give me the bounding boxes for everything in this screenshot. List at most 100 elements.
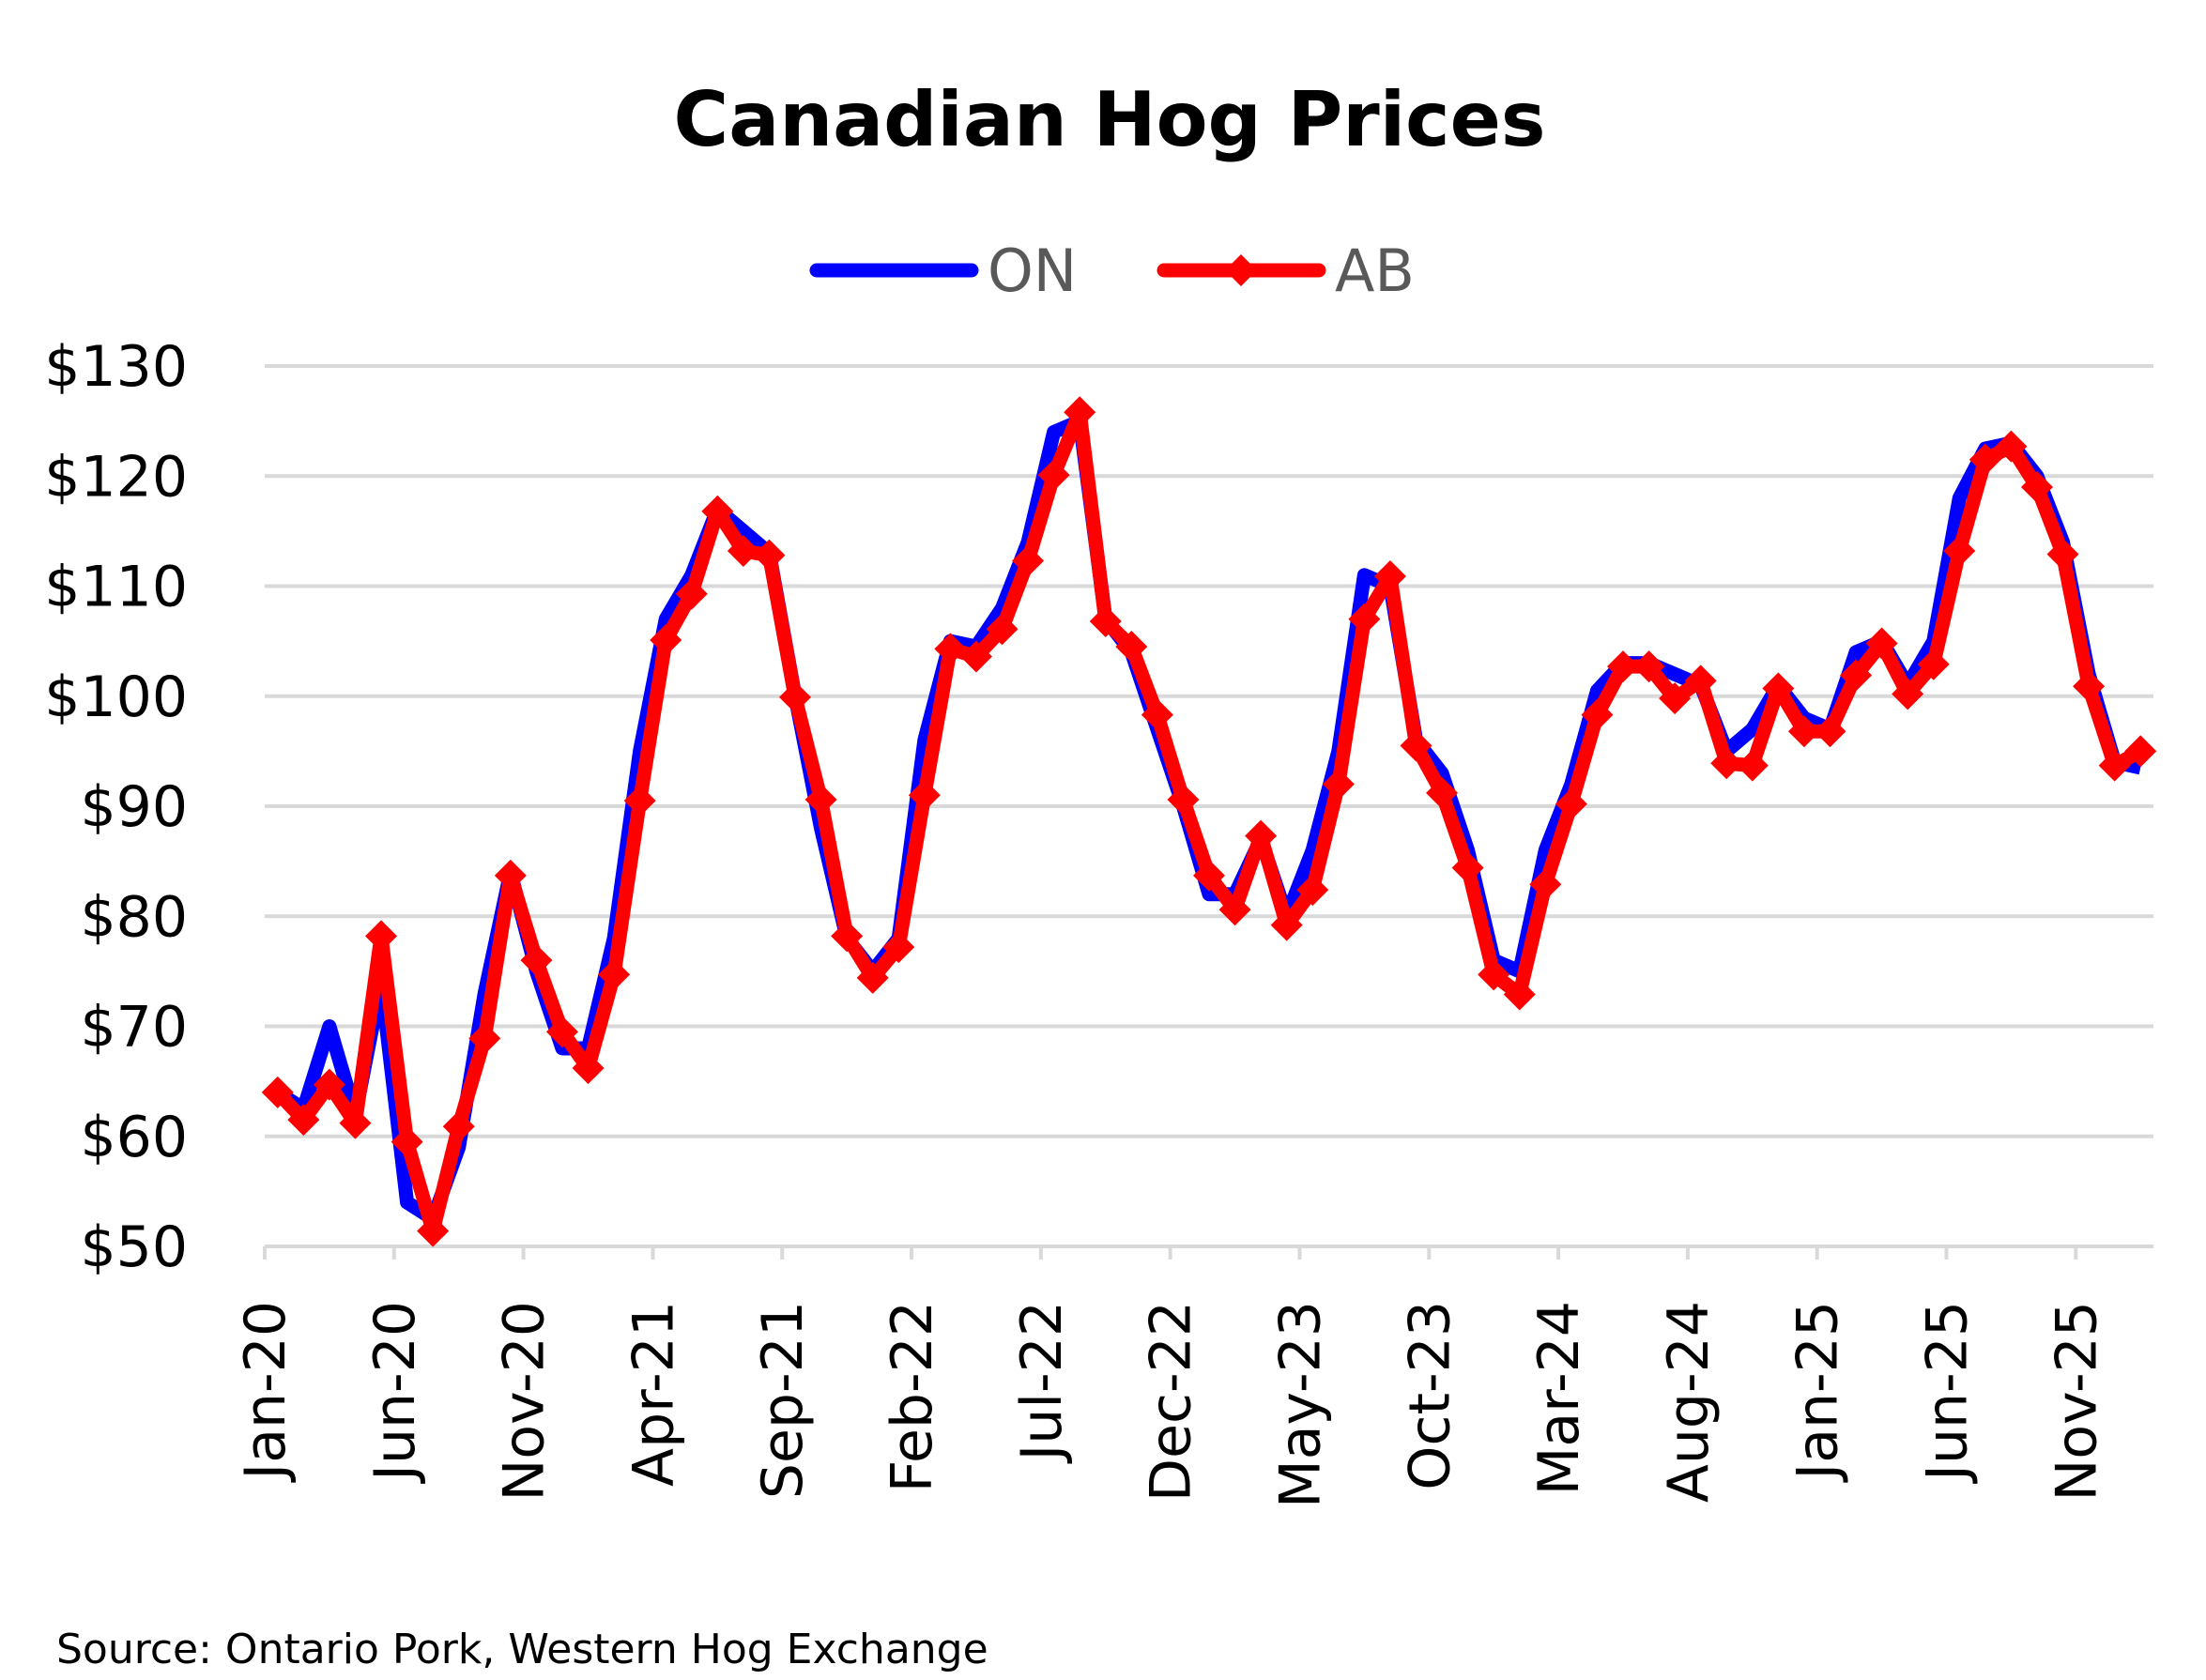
data-point-ab: [1632, 650, 1665, 683]
data-point-ab: [856, 961, 889, 994]
chart-title: Canadian Hog Prices: [674, 76, 1546, 163]
data-point-ab: [545, 1016, 578, 1048]
data-point-ab: [1373, 559, 1406, 592]
x-tick-label: Nov-20: [492, 1301, 558, 1502]
data-point-ab: [1581, 698, 1614, 731]
legend-marker-diamond: [1225, 254, 1257, 286]
data-point-ab: [908, 779, 941, 812]
data-point-ab: [442, 1110, 475, 1143]
data-point-ab: [365, 920, 398, 953]
y-tick-label: $120: [44, 444, 188, 510]
data-point-ab: [1478, 958, 1510, 991]
data-point-ab: [1400, 729, 1432, 762]
y-tick-label: $70: [80, 995, 188, 1061]
data-point-ab: [1503, 978, 1536, 1011]
y-axis: $50 $60 $70 $80 $90 $100 $110 $120 $130: [44, 334, 188, 1280]
data-point-ab: [1115, 630, 1148, 663]
source-note: Source: Ontario Pork, Western Hog Exchan…: [56, 1626, 988, 1673]
data-point-ab: [1710, 747, 1743, 780]
data-point-ab: [1064, 396, 1096, 429]
x-tick-label: Jan-25: [1785, 1301, 1851, 1484]
data-point-ab: [2020, 470, 2053, 503]
x-tick-label: Sep-21: [750, 1301, 816, 1499]
data-point-ab: [959, 640, 992, 673]
data-point-ab: [2098, 749, 2131, 782]
data-point-ab: [339, 1107, 372, 1139]
data-point-ab: [986, 613, 1019, 646]
x-tick-label: Mar-24: [1526, 1301, 1592, 1495]
data-point-ab: [1840, 659, 1873, 692]
data-point-ab: [804, 783, 837, 816]
data-point-ab: [287, 1104, 320, 1137]
data-point-ab: [598, 958, 631, 991]
data-point-ab: [1865, 627, 1898, 660]
data-point-ab: [391, 1125, 423, 1158]
data-point-ab: [1787, 715, 1820, 748]
data-point-ab: [934, 633, 967, 665]
x-tick-label: Jun-20: [362, 1301, 428, 1485]
data-point-ab: [1606, 650, 1639, 683]
legend-label-ab: AB: [1335, 237, 1415, 305]
data-point-ab: [1426, 776, 1459, 809]
x-tick-label: Apr-21: [620, 1301, 686, 1487]
x-tick-label: May-23: [1267, 1301, 1333, 1508]
y-tick-label: $100: [44, 664, 188, 730]
data-point-ab: [261, 1076, 294, 1108]
x-tick-label: Feb-22: [880, 1301, 945, 1492]
y-tick-label: $110: [44, 555, 188, 620]
data-point-ab: [1245, 819, 1278, 852]
data-point-ab: [1141, 698, 1173, 731]
data-point-ab: [1167, 783, 1200, 816]
data-point-ab: [1451, 851, 1484, 884]
data-point-ab: [1736, 749, 1769, 782]
data-point-ab: [1089, 605, 1122, 638]
data-point-ab: [1193, 859, 1225, 892]
x-axis: Jan-20 Jun-20 Nov-20 Apr-21 Sep-21 Feb-22 Jul-…: [233, 1245, 2153, 1508]
data-point-ab: [2046, 538, 2079, 571]
x-tick-label: Nov-25: [2044, 1301, 2109, 1502]
x-tick-label: Jul-22: [1009, 1301, 1075, 1464]
series-line-ab: [272, 405, 2144, 1239]
y-tick-label: $50: [80, 1214, 188, 1280]
y-tick-label: $60: [80, 1105, 188, 1170]
data-point-ab: [1348, 603, 1381, 635]
x-tick-label: Aug-24: [1656, 1301, 1722, 1503]
y-tick-label: $90: [80, 774, 188, 840]
data-point-ab: [468, 1022, 501, 1055]
x-tick-label: Jun-25: [1915, 1301, 1981, 1485]
data-point-ab: [2124, 735, 2157, 768]
data-point-ab: [675, 577, 708, 610]
data-point-ab: [727, 534, 759, 567]
data-point-ab: [1529, 868, 1562, 901]
data-point-ab: [1892, 678, 1924, 710]
y-tick-label: $130: [44, 334, 188, 400]
data-point-ab: [779, 680, 812, 713]
legend: ON AB: [809, 237, 1415, 305]
data-point-ab: [1555, 787, 1587, 820]
data-point-ab: [313, 1068, 345, 1101]
data-point-ab: [1322, 768, 1355, 801]
data-point-ab: [1684, 664, 1717, 697]
data-point-ab: [1969, 443, 2001, 476]
data-point-ab: [650, 623, 682, 656]
data-point-ab: [417, 1214, 450, 1247]
data-point-ab: [1814, 715, 1846, 748]
data-point-ab: [831, 920, 864, 953]
data-point-ab: [1012, 544, 1045, 577]
data-point-ab: [520, 944, 553, 977]
x-tick-label: Oct-23: [1397, 1301, 1463, 1490]
data-point-ab: [701, 495, 734, 527]
data-point-ab: [1037, 459, 1070, 492]
data-point-ab: [1296, 874, 1329, 907]
data-point-ab: [882, 931, 915, 964]
series-group: [261, 396, 2157, 1247]
data-point-ab: [1762, 672, 1795, 705]
data-point-ab: [1659, 682, 1692, 715]
data-point-ab: [1995, 430, 2028, 463]
x-tick-label: Jan-20: [233, 1301, 299, 1484]
data-point-ab: [623, 785, 656, 817]
data-point-ab: [1270, 909, 1303, 941]
data-point-ab: [2073, 670, 2106, 703]
y-tick-label: $80: [80, 884, 188, 950]
